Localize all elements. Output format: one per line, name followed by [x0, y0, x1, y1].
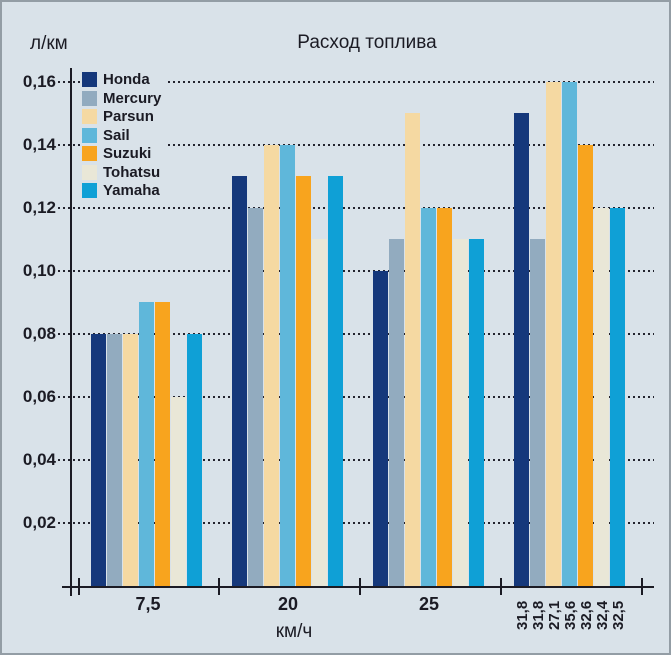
bar-honda-group1: [91, 334, 106, 586]
chart-title: Расход топлива: [297, 32, 437, 53]
bar-parsun-group2: [264, 145, 279, 586]
x-axis-line: [62, 586, 654, 588]
bar-parsun-group1: [123, 334, 138, 586]
bar-honda-group2: [232, 176, 247, 586]
legend-item-yamaha: Yamaha: [82, 183, 161, 199]
max-speed-label-parsun: 27,1: [545, 600, 563, 630]
legend-label-suzuki: Suzuki: [103, 145, 152, 163]
legend: Honda Mercury Parsun Sail Suzuki Tohatsu Yamah…: [82, 71, 168, 203]
gridline-0,02: [58, 522, 654, 524]
bar-suzuki-group1: [155, 302, 170, 586]
max-speed-label-suzuki: 32,6: [577, 600, 595, 630]
x-axis-tick-1: [78, 578, 80, 595]
bar-yamaha-group4: [610, 208, 625, 586]
bar-mercury-group1: [107, 334, 122, 586]
bar-suzuki-group2: [296, 176, 311, 586]
legend-swatch-yamaha: [82, 183, 97, 199]
x-axis-tick-2: [218, 578, 220, 595]
x-axis-tick-3: [359, 578, 361, 595]
max-speed-label-mercury: 31,8: [529, 600, 547, 630]
x-axis-tick-4: [500, 578, 502, 595]
bar-suzuki-group3: [437, 208, 452, 586]
legend-label-sail: Sail: [103, 126, 130, 144]
x-category-label-20: 20: [277, 594, 299, 614]
bar-sail-group2: [280, 145, 295, 586]
legend-label-tohatsu: Tohatsu: [103, 163, 161, 181]
y-tick-label: 0,12: [22, 198, 56, 217]
y-tick-label: 0,06: [22, 387, 56, 406]
max-speed-label-honda: 31,8: [513, 600, 531, 630]
legend-label-mercury: Mercury: [103, 89, 162, 107]
legend-item-tohatsu: Tohatsu: [82, 163, 161, 181]
gridline-0,06: [58, 396, 654, 398]
gridline-0,14: [58, 144, 654, 146]
bar-sail-group1: [139, 302, 154, 586]
legend-swatch-sail: [82, 127, 97, 143]
legend-item-sail: Sail: [82, 126, 161, 144]
bar-mercury-group2: [248, 208, 263, 586]
x-category-label-25: 25: [418, 594, 440, 614]
bar-honda-group4: [514, 113, 529, 586]
legend-label-parsun: Parsun: [103, 108, 154, 126]
max-speed-label-sail: 35,6: [561, 600, 579, 630]
gridline-0,16: [58, 81, 654, 83]
legend-item-mercury: Mercury: [82, 89, 162, 107]
y-axis-line: [70, 68, 72, 596]
x-axis-unit-label: км/ч: [275, 621, 313, 642]
y-tick-label: 0,16: [22, 72, 56, 91]
y-tick-label: 0,04: [22, 450, 56, 469]
bar-tohatsu-group3: [453, 239, 468, 586]
bar-mercury-group4: [530, 239, 545, 586]
bar-tohatsu-group1: [171, 397, 186, 586]
bar-yamaha-group2: [328, 176, 343, 586]
bar-honda-group3: [373, 271, 388, 586]
bar-suzuki-group4: [578, 145, 593, 586]
legend-swatch-honda: [82, 72, 97, 88]
bar-sail-group4: [562, 82, 577, 586]
y-tick-label: 0,02: [22, 513, 56, 532]
legend-label-honda: Honda: [103, 71, 150, 89]
gridline-0,08: [58, 333, 654, 335]
legend-item-suzuki: Suzuki: [82, 146, 161, 162]
y-tick-label: 0,10: [22, 261, 56, 280]
bar-mercury-group3: [389, 239, 404, 586]
max-speed-label-yamaha: 32,5: [609, 600, 627, 630]
gridline-0,04: [58, 459, 654, 461]
x-category-label-7,5: 7,5: [135, 594, 161, 614]
bar-yamaha-group1: [187, 334, 202, 586]
bar-parsun-group4: [546, 82, 561, 586]
gridline-0,10: [58, 270, 654, 272]
bar-tohatsu-group4: [594, 208, 609, 586]
legend-swatch-parsun: [82, 109, 97, 125]
bar-yamaha-group3: [469, 239, 484, 586]
max-speed-label-tohatsu: 32,4: [593, 600, 611, 630]
legend-item-honda: Honda: [82, 72, 161, 88]
y-tick-label: 0,08: [22, 324, 56, 343]
gridline-0,12: [58, 207, 654, 209]
x-axis-tick-5: [641, 578, 643, 595]
legend-label-yamaha: Yamaha: [103, 182, 160, 200]
bar-sail-group3: [421, 208, 436, 586]
legend-swatch-mercury: [82, 90, 97, 106]
y-tick-label: 0,14: [22, 135, 56, 154]
legend-item-parsun: Parsun: [82, 109, 161, 125]
y-axis-unit-label: л/км: [30, 33, 68, 54]
legend-swatch-suzuki: [82, 146, 97, 162]
bar-tohatsu-group2: [312, 239, 327, 586]
legend-swatch-tohatsu: [82, 164, 97, 180]
bar-parsun-group3: [405, 113, 420, 586]
